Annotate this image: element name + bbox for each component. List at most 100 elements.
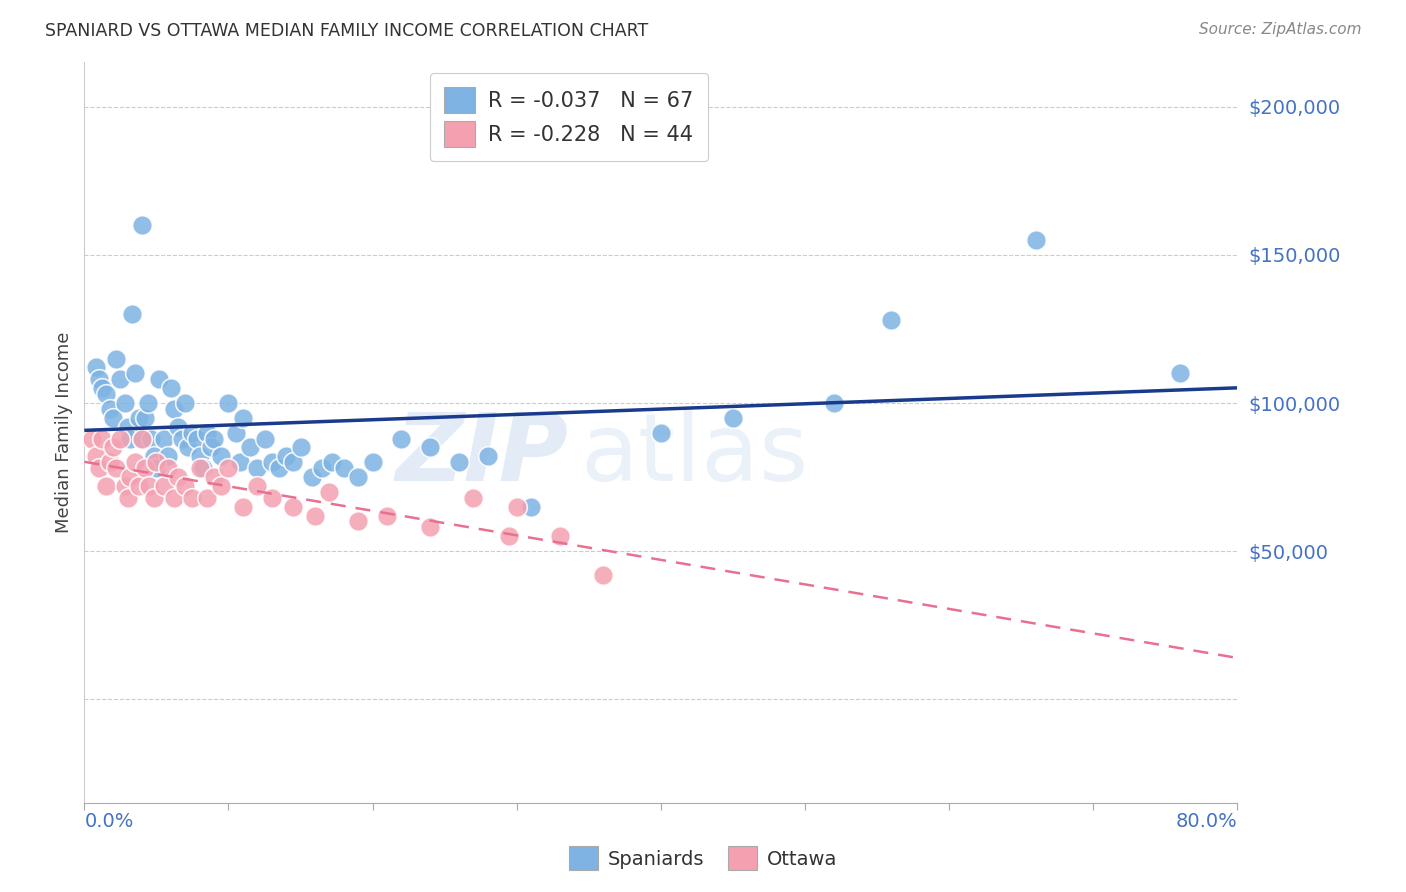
Point xyxy=(120,432,142,446)
Point xyxy=(200,441,222,455)
Point xyxy=(152,479,174,493)
Point xyxy=(267,461,290,475)
Point xyxy=(463,491,485,505)
Point xyxy=(167,419,190,434)
Point xyxy=(160,381,183,395)
Point xyxy=(449,455,471,469)
Point xyxy=(283,455,305,469)
Point xyxy=(98,401,121,416)
Point xyxy=(188,461,211,475)
Point xyxy=(225,425,247,440)
Point xyxy=(290,441,312,455)
Text: SPANIARD VS OTTAWA MEDIAN FAMILY INCOME CORRELATION CHART: SPANIARD VS OTTAWA MEDIAN FAMILY INCOME … xyxy=(45,22,648,40)
Point xyxy=(117,419,139,434)
Point xyxy=(361,455,384,469)
Point xyxy=(177,441,200,455)
Point xyxy=(506,500,529,514)
Point xyxy=(167,470,190,484)
Point xyxy=(128,410,150,425)
Point xyxy=(134,461,156,475)
Point xyxy=(260,491,283,505)
Point xyxy=(232,500,254,514)
Point xyxy=(80,432,103,446)
Point xyxy=(218,396,240,410)
Point xyxy=(94,387,117,401)
Point xyxy=(391,432,413,446)
Point xyxy=(202,470,225,484)
Point xyxy=(188,450,211,464)
Point xyxy=(209,450,232,464)
Text: 80.0%: 80.0% xyxy=(1175,812,1237,830)
Text: 0.0%: 0.0% xyxy=(84,812,134,830)
Point xyxy=(94,479,117,493)
Text: Source: ZipAtlas.com: Source: ZipAtlas.com xyxy=(1198,22,1361,37)
Point xyxy=(1168,367,1191,381)
Point xyxy=(650,425,672,440)
Point xyxy=(134,410,156,425)
Point xyxy=(131,432,153,446)
Point xyxy=(181,491,204,505)
Point xyxy=(181,425,204,440)
Point xyxy=(592,567,614,582)
Point xyxy=(136,396,159,410)
Point xyxy=(103,410,124,425)
Point xyxy=(105,351,128,366)
Point xyxy=(124,367,146,381)
Point xyxy=(145,461,167,475)
Point xyxy=(124,455,146,469)
Point xyxy=(114,479,136,493)
Point xyxy=(304,508,326,523)
Point xyxy=(142,491,165,505)
Point xyxy=(174,396,197,410)
Point xyxy=(138,479,160,493)
Point xyxy=(110,372,132,386)
Point xyxy=(548,529,571,543)
Legend: R = -0.037   N = 67, R = -0.228   N = 44: R = -0.037 N = 67, R = -0.228 N = 44 xyxy=(429,73,707,161)
Point xyxy=(195,425,218,440)
Point xyxy=(419,441,441,455)
Point xyxy=(98,455,121,469)
Point xyxy=(131,219,153,233)
Point xyxy=(347,470,370,484)
Point xyxy=(186,432,208,446)
Point xyxy=(253,432,276,446)
Point xyxy=(103,441,124,455)
Point xyxy=(721,410,744,425)
Point xyxy=(139,432,162,446)
Point xyxy=(498,529,520,543)
Point xyxy=(880,313,903,327)
Point xyxy=(202,432,225,446)
Point xyxy=(301,470,323,484)
Text: atlas: atlas xyxy=(581,409,808,500)
Point xyxy=(283,500,305,514)
Point xyxy=(131,432,153,446)
Point xyxy=(84,360,107,375)
Point xyxy=(84,450,107,464)
Point xyxy=(209,479,232,493)
Point xyxy=(114,396,136,410)
Point xyxy=(145,455,167,469)
Point xyxy=(823,396,845,410)
Point xyxy=(311,461,333,475)
Point xyxy=(191,461,214,475)
Point xyxy=(172,432,194,446)
Point xyxy=(246,479,269,493)
Point xyxy=(110,432,132,446)
Point xyxy=(375,508,398,523)
Point xyxy=(117,491,139,505)
Point xyxy=(218,461,240,475)
Point xyxy=(260,455,283,469)
Point xyxy=(120,470,142,484)
Point xyxy=(87,372,110,386)
Point xyxy=(520,500,543,514)
Point xyxy=(347,515,370,529)
Point xyxy=(90,432,112,446)
Point xyxy=(90,381,112,395)
Point xyxy=(174,479,197,493)
Point xyxy=(419,520,441,534)
Point xyxy=(232,410,254,425)
Point xyxy=(152,432,174,446)
Point xyxy=(156,461,179,475)
Point xyxy=(1025,233,1047,247)
Point xyxy=(321,455,343,469)
